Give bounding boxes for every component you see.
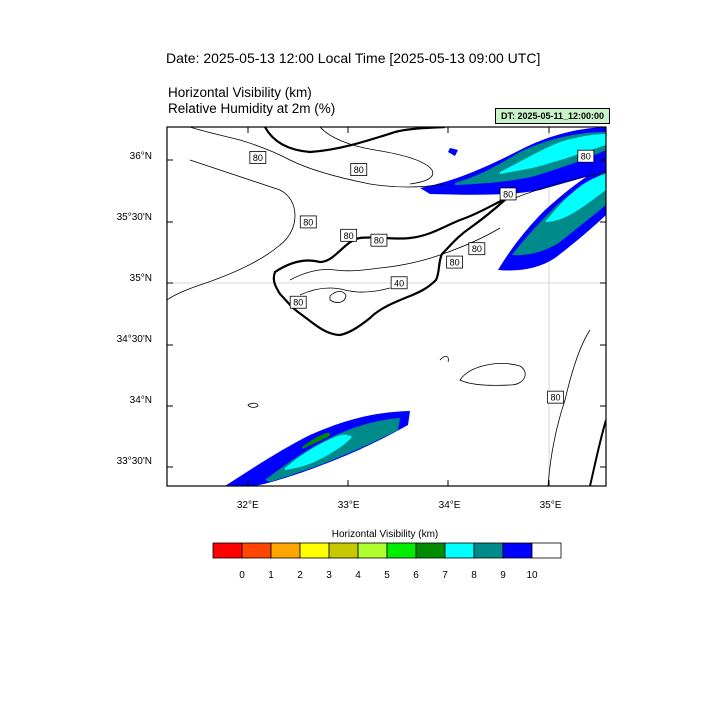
colorbar-tick: 0 [239, 570, 245, 581]
visibility-band-southwest [225, 411, 410, 486]
svg-text:80: 80 [450, 258, 460, 268]
contour-label: 80 [468, 242, 486, 256]
lat-label: 35°30'N [116, 212, 152, 224]
colorbar-tick: 9 [500, 570, 506, 581]
colorbar-tick: 2 [297, 570, 303, 581]
colorbar-swatch [473, 542, 504, 559]
svg-text:80: 80 [503, 189, 513, 199]
colorbar-tick: 5 [384, 570, 390, 581]
colorbar-swatch [241, 542, 272, 559]
turkey-coast [264, 127, 446, 154]
syria-coast [589, 419, 606, 486]
svg-text:80: 80 [472, 244, 482, 254]
visibility-band-northeast [420, 127, 606, 271]
contour-labels: 80 80 80 80 80 80 80 80 80 80 80 40 [249, 149, 595, 404]
contour-label: 80 [446, 255, 464, 269]
dt-badge: DT: 2025-05-11_12:00:00 [495, 108, 610, 124]
svg-text:80: 80 [293, 298, 303, 308]
colorbar-title: Horizontal Visibility (km) [331, 529, 439, 540]
svg-text:40: 40 [394, 278, 404, 288]
lat-label: 36°N [129, 151, 152, 163]
colorbar-swatch [531, 542, 562, 559]
colorbar-swatch [444, 542, 475, 559]
rh-contours [167, 127, 606, 486]
lat-label: 34°30'N [116, 333, 152, 345]
contour-label: 40 [390, 276, 408, 290]
contour-label: 80 [289, 295, 307, 309]
colorbar-tick: 1 [268, 570, 274, 581]
lat-label: 33°30'N [116, 455, 152, 467]
svg-text:80: 80 [253, 153, 263, 163]
lon-label: 33°E [337, 500, 360, 511]
colorbar-swatch [415, 542, 446, 559]
contour-label: 80 [499, 187, 517, 201]
svg-text:80: 80 [303, 217, 313, 227]
contour-label: 80 [370, 233, 388, 247]
axis-ticks [167, 127, 606, 486]
contour-label: 80 [299, 215, 317, 229]
contour-label: 80 [547, 390, 564, 404]
colorbar-tick: 3 [326, 570, 332, 581]
colorbar [212, 542, 562, 559]
colorbar-tick: 7 [442, 570, 448, 581]
contour-label: 80 [350, 163, 368, 176]
svg-text:80: 80 [354, 165, 364, 175]
colorbar-tick: 4 [355, 570, 361, 581]
svg-text:80: 80 [551, 393, 561, 403]
colorbar-tick: 6 [413, 570, 419, 581]
plot-frame [166, 126, 607, 487]
main-title: Date: 2025-05-13 12:00 Local Time [2025-… [166, 50, 541, 66]
contour-label: 80 [249, 151, 267, 164]
contour-label: 80 [577, 149, 595, 163]
colorbar-tick: 8 [471, 570, 477, 581]
lon-label: 34°E [438, 500, 461, 511]
lat-label: 35°N [129, 273, 152, 285]
colorbar-tick: 10 [526, 570, 538, 581]
lon-label: 35°E [539, 500, 562, 511]
colorbar-swatch [212, 542, 243, 559]
svg-text:80: 80 [581, 152, 591, 162]
contour-label: 80 [340, 228, 358, 242]
lat-label: 34°N [129, 394, 152, 406]
subtitle-visibility: Horizontal Visibility (km) [168, 85, 312, 100]
subtitle-humidity: Relative Humidity at 2m (%) [168, 101, 336, 116]
colorbar-swatch [502, 542, 533, 559]
colorbar-swatch [299, 542, 330, 559]
colorbar-swatch [386, 542, 417, 559]
svg-text:80: 80 [344, 231, 354, 241]
svg-text:80: 80 [374, 236, 384, 246]
lon-label: 32°E [236, 500, 259, 511]
colorbar-swatch [357, 542, 388, 559]
colorbar-swatch [270, 542, 301, 559]
colorbar-swatch [328, 542, 359, 559]
